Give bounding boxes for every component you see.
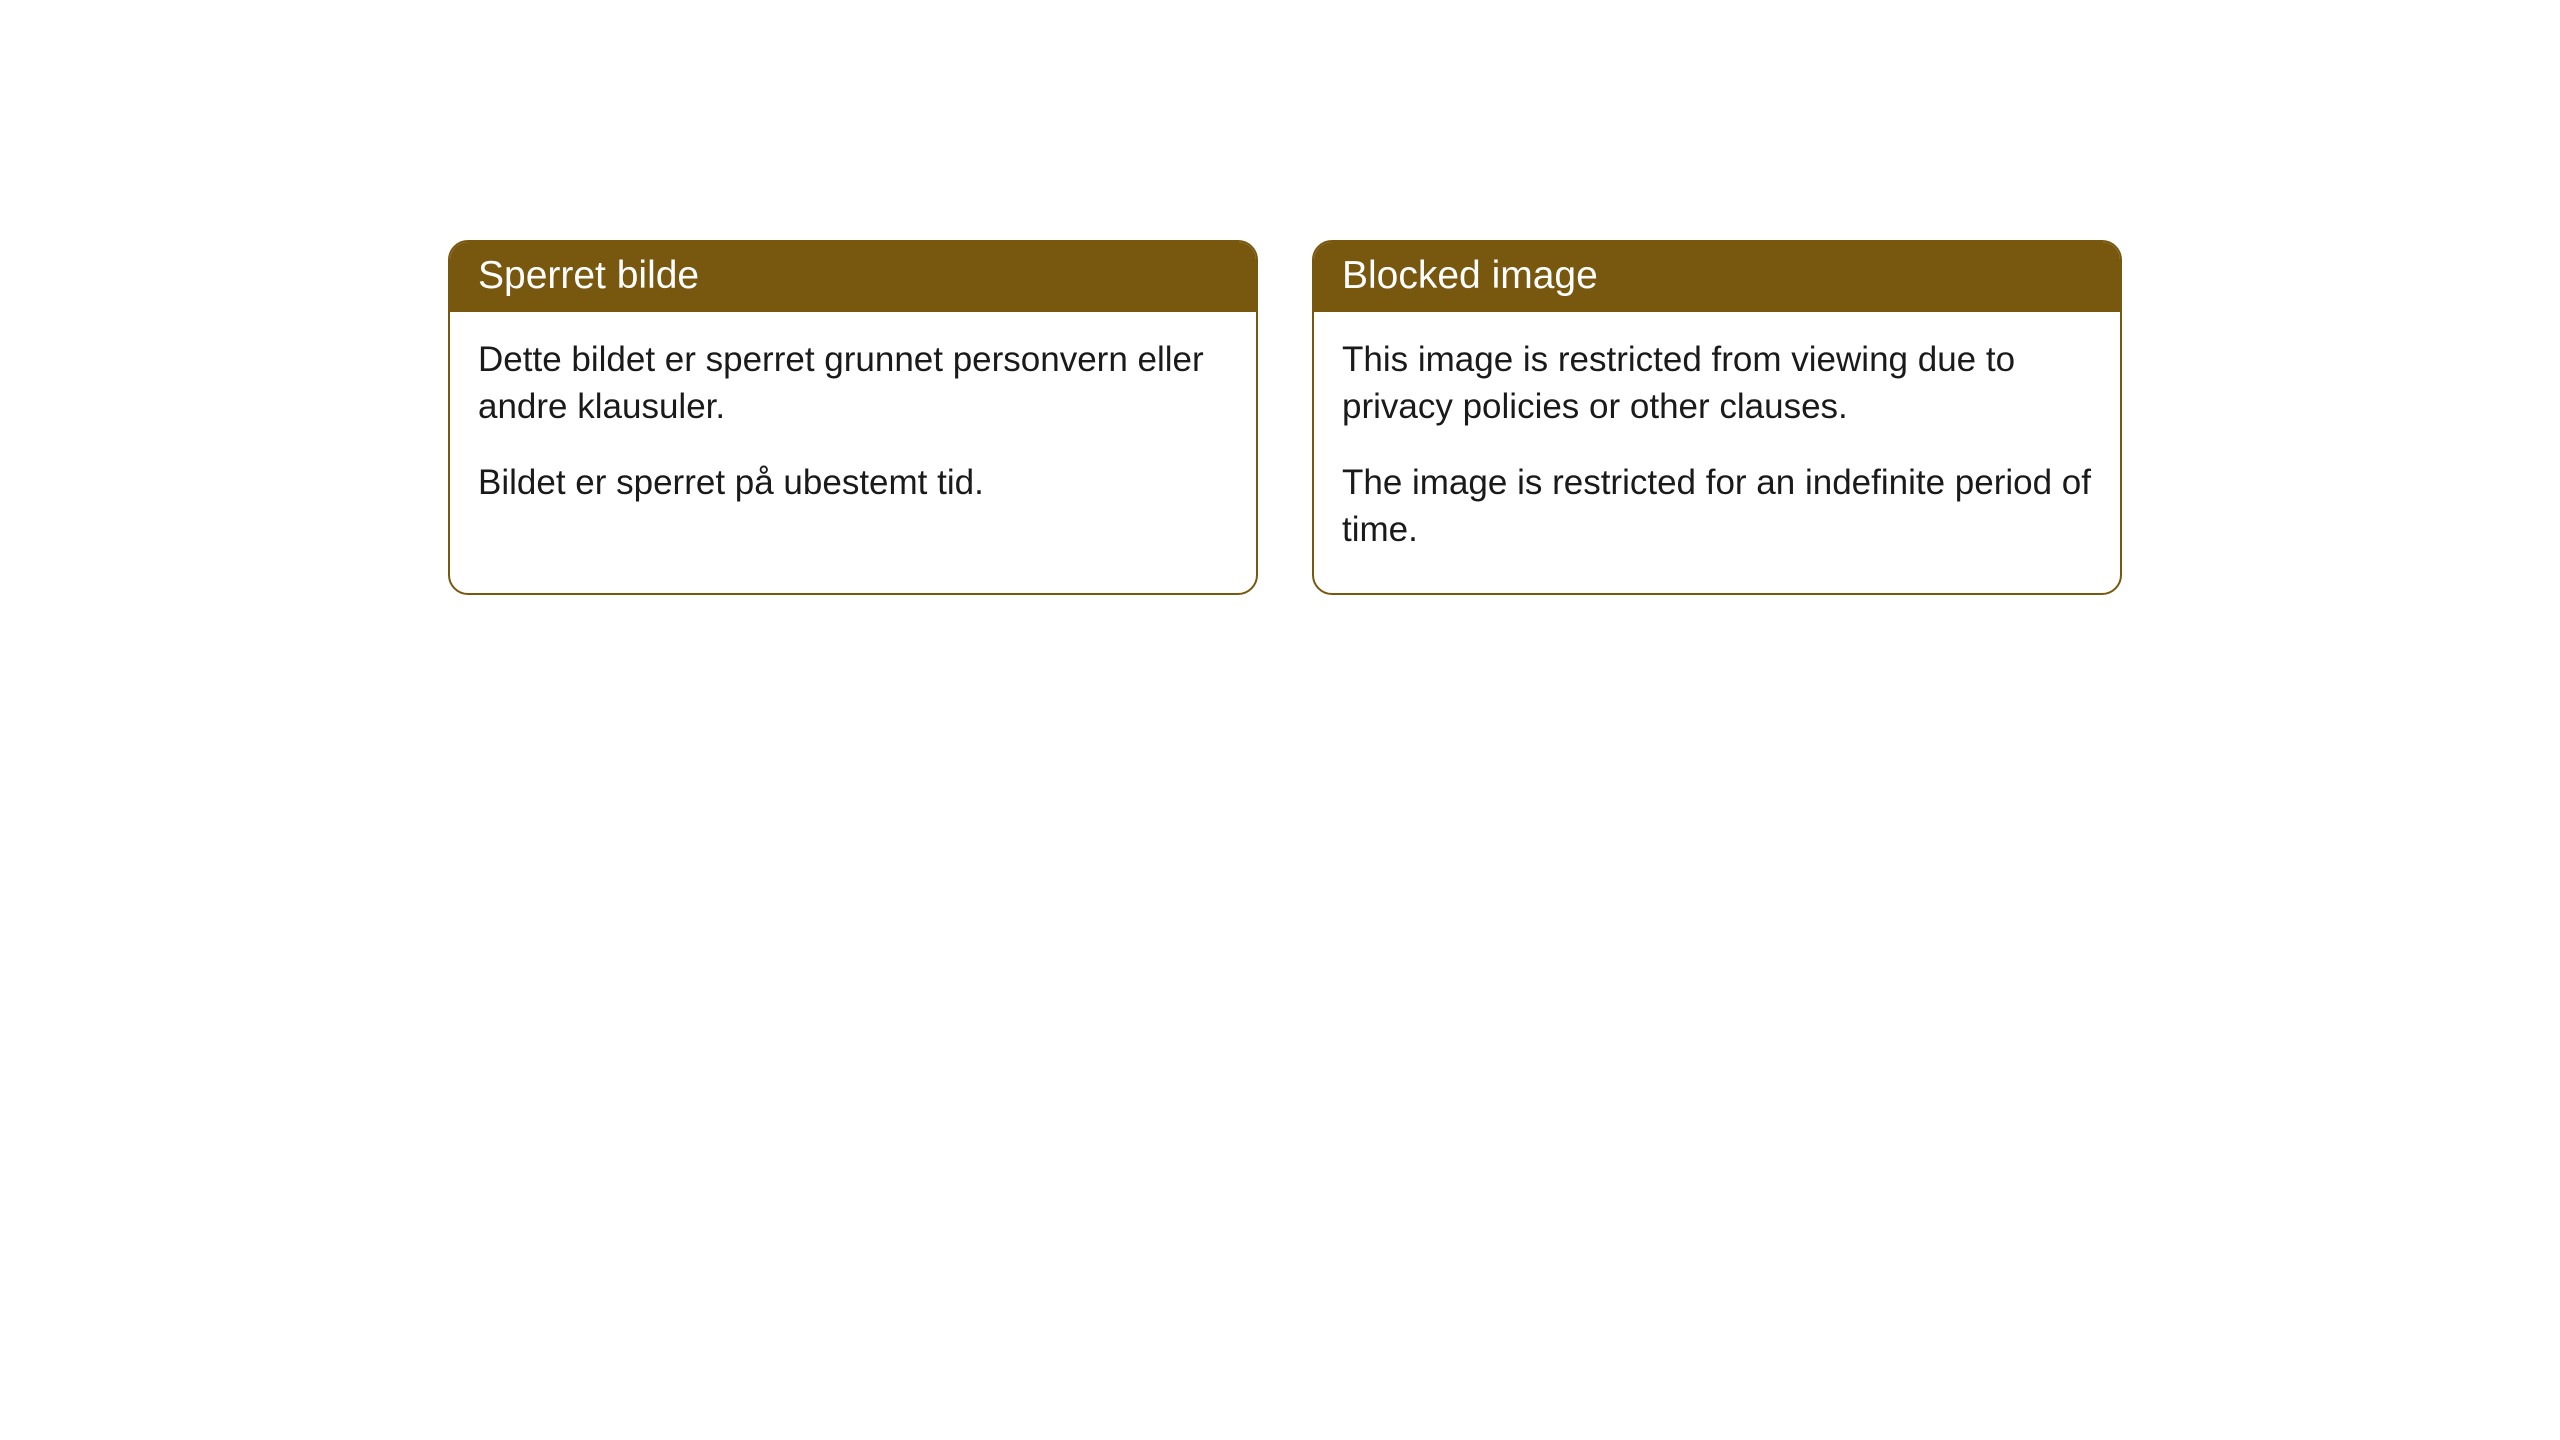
notice-cards-container: Sperret bilde Dette bildet er sperret gr…: [0, 0, 2560, 595]
card-paragraph: Bildet er sperret på ubestemt tid.: [478, 459, 1228, 506]
card-body: This image is restricted from viewing du…: [1314, 312, 2120, 593]
card-header: Sperret bilde: [450, 242, 1256, 312]
blocked-image-card-english: Blocked image This image is restricted f…: [1312, 240, 2122, 595]
blocked-image-card-norwegian: Sperret bilde Dette bildet er sperret gr…: [448, 240, 1258, 595]
card-body: Dette bildet er sperret grunnet personve…: [450, 312, 1256, 546]
card-header: Blocked image: [1314, 242, 2120, 312]
card-paragraph: The image is restricted for an indefinit…: [1342, 459, 2092, 554]
card-paragraph: Dette bildet er sperret grunnet personve…: [478, 336, 1228, 431]
card-paragraph: This image is restricted from viewing du…: [1342, 336, 2092, 431]
